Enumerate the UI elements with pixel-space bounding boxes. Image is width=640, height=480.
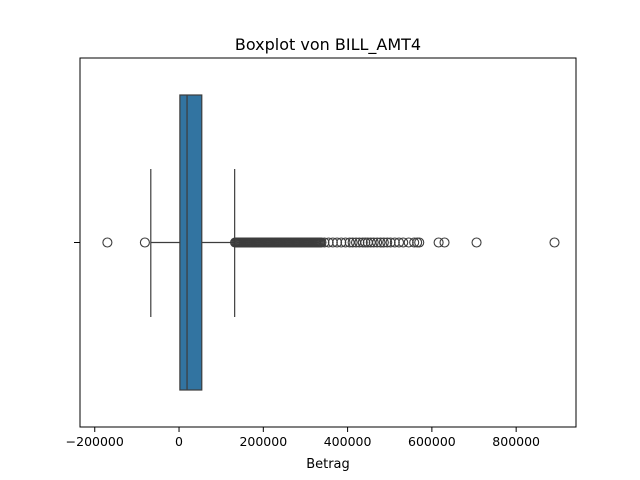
outlier-point <box>354 237 365 248</box>
outlier-point <box>332 237 343 248</box>
outlier-point <box>347 237 358 248</box>
iqr-box <box>179 94 203 391</box>
chart-title: Boxplot von BILL_AMT4 <box>235 35 421 55</box>
x-tick-label: 200000 <box>239 434 287 449</box>
x-tick-label: 800000 <box>492 434 540 449</box>
outlier-point <box>323 237 334 248</box>
outlier-point <box>365 237 376 248</box>
x-tick-label: 600000 <box>408 434 456 449</box>
outlier-point <box>316 237 327 248</box>
outlier-point <box>385 237 396 248</box>
x-tick-label: 400000 <box>324 434 372 449</box>
outlier-point <box>393 237 405 248</box>
outlier-point <box>319 237 330 248</box>
outlier-point <box>471 237 482 248</box>
outlier-point <box>102 237 113 248</box>
x-tick-label: 0 <box>175 434 183 449</box>
outlier-point <box>372 237 383 248</box>
outlier-point <box>336 237 347 248</box>
outlier-point <box>389 237 400 248</box>
outlier-point <box>398 237 409 248</box>
outlier-point <box>139 237 150 248</box>
outlier-point <box>409 237 420 248</box>
box-group <box>102 94 560 391</box>
outlier-point <box>357 237 368 248</box>
outlier-point <box>327 237 338 248</box>
outlier-point <box>378 237 389 248</box>
outlier-point <box>439 237 450 248</box>
x-axis-label: Betrag <box>306 457 350 472</box>
outlier-point <box>375 237 386 248</box>
outlier-point <box>340 237 351 248</box>
outlier-point <box>382 237 393 248</box>
outlier-point <box>368 237 379 248</box>
outlier-point <box>344 237 355 248</box>
outlier-point <box>433 237 444 248</box>
x-tick-label: −200000 <box>66 434 124 449</box>
outlier-point <box>549 237 560 248</box>
x-axis: −200000 0 200000 400000 600000 800000 <box>66 427 540 449</box>
outlier-point <box>403 237 414 248</box>
outlier-point <box>360 237 371 248</box>
outlier-point <box>414 237 425 248</box>
